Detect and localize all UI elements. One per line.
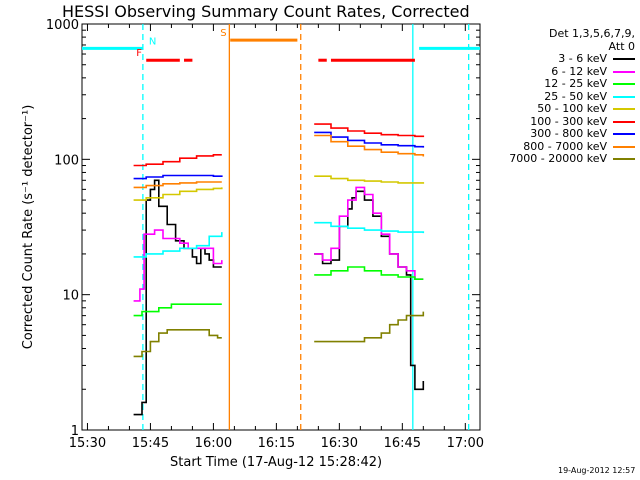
flag-label-n: N	[149, 36, 156, 47]
legend-entry: 6 - 12 keV	[480, 64, 635, 79]
series-line-7000-20000-kev	[314, 311, 425, 343]
legend-entry-label: 800 - 7000 keV	[523, 139, 607, 153]
legend-entry-swatch	[613, 70, 635, 73]
series-line-25-50-kev	[314, 221, 425, 234]
x-tick-label: 16:45	[384, 436, 421, 451]
y-tick-label: 100	[54, 153, 79, 168]
x-tick-label: 15:30	[69, 436, 106, 451]
series-line-100-300-kev	[314, 123, 425, 138]
legend-entry-label: 300 - 800 keV	[530, 127, 607, 140]
series-line-50-100-kev	[314, 175, 425, 184]
series-lines	[133, 123, 425, 416]
y-tick-label: 1000	[46, 18, 79, 33]
legend-rows: 3 - 6 keV 6 - 12 keV 12 - 25 keV 25 - 50 ke…	[480, 52, 635, 166]
series-line-100-300-kev	[133, 154, 222, 167]
legend-entry-swatch	[613, 145, 635, 148]
flag-bars: N S F	[82, 28, 480, 62]
legend-entry-label: 6 - 12 keV	[551, 64, 607, 78]
legend-entry-swatch	[613, 95, 635, 98]
y-axis-title: Corrected Count Rate (s⁻¹ detector⁻¹)	[21, 105, 36, 350]
flag-label-f: F	[136, 48, 142, 59]
series-line-12-25-kev	[133, 303, 222, 317]
legend-header-detectors: Det 1,3,5,6,7,9,	[548, 27, 635, 40]
flag-label-s: S	[220, 28, 226, 39]
legend-entry-swatch	[613, 83, 635, 86]
time-markers	[142, 24, 470, 430]
series-line-3-6-kev	[314, 190, 425, 391]
y-tick-label: 10	[62, 289, 79, 304]
series-line-300-800-kev	[133, 174, 223, 180]
legend-entry: 100 - 300 keV	[480, 114, 635, 129]
series-line-50-100-kev	[133, 187, 223, 201]
legend: Det 1,3,5,6,7,9, Att 0 3 - 6 keV 6 - 12 k…	[480, 27, 635, 166]
legend-entry-swatch	[613, 108, 635, 111]
legend-entry-label: 7000 - 20000 keV	[509, 152, 607, 165]
legend-entry-label: 50 - 100 keV	[537, 102, 607, 115]
legend-header-attenuator: Att 0	[608, 39, 635, 53]
series-line-800-7000-kev	[314, 134, 425, 157]
x-tick-label: 16:00	[195, 436, 232, 451]
legend-entry-swatch	[613, 58, 635, 61]
legend-entry: 300 - 800 keV	[480, 127, 635, 141]
series-line-6-12-kev	[133, 229, 223, 302]
legend-entry-label: 25 - 50 keV	[544, 89, 607, 103]
legend-entry: 50 - 100 keV	[480, 102, 635, 116]
legend-entry-label: 3 - 6 keV	[558, 52, 607, 65]
x-tick-label: 16:30	[321, 436, 358, 451]
series-line-25-50-kev	[133, 232, 223, 258]
legend-entry: 3 - 6 keV	[480, 52, 635, 66]
legend-entry-swatch	[613, 158, 635, 161]
chart-title: HESSI Observing Summary Count Rates, Cor…	[62, 2, 470, 21]
legend-entry-label: 100 - 300 keV	[530, 114, 607, 128]
legend-entry: 25 - 50 keV	[480, 89, 635, 104]
legend-entry: 800 - 7000 keV	[480, 139, 635, 154]
axis-frame	[81, 23, 481, 431]
timestamp: 19-Aug-2012 12:57	[558, 466, 636, 475]
x-tick-label: 15:45	[132, 436, 169, 451]
series-line-12-25-kev	[314, 266, 424, 280]
series-line-300-800-kev	[314, 131, 425, 148]
series-line-6-12-kev	[314, 186, 424, 280]
legend-entry-swatch	[613, 133, 635, 136]
series-line-3-6-kev	[133, 179, 222, 416]
legend-entry: 7000 - 20000 keV	[480, 152, 635, 166]
legend-entry-label: 12 - 25 keV	[544, 77, 607, 90]
x-tick-label: 17:00	[447, 436, 484, 451]
axis-ticks: 15:30 15:45 16:00 16:15 16:30 16:45 17:00 1 10 10…	[21, 18, 484, 451]
y-tick-label: 1	[71, 424, 79, 439]
series-line-800-7000-kev	[133, 181, 222, 189]
legend-entry-swatch	[613, 120, 635, 123]
plot-frame	[81, 23, 481, 431]
x-axis-title: Start Time (17-Aug-12 15:28:42)	[170, 455, 383, 470]
legend-entry: 12 - 25 keV	[480, 77, 635, 91]
series-line-7000-20000-kev	[133, 329, 222, 358]
x-tick-label: 16:15	[258, 436, 295, 451]
